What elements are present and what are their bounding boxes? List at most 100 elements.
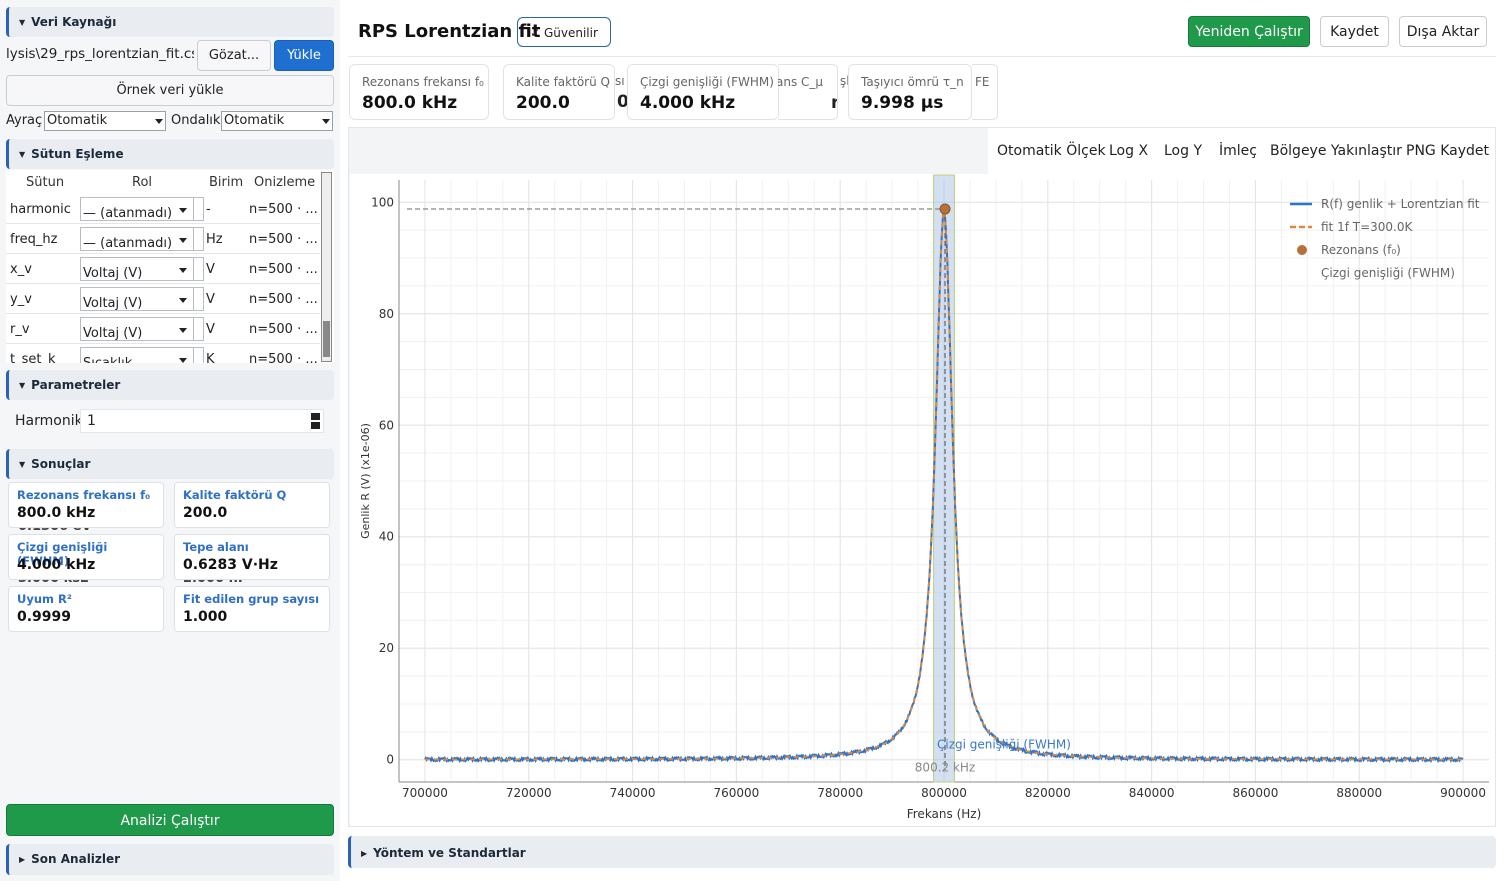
file-path-field[interactable]: lysis\29_rps_lorentzian_fit.csv — [6, 46, 194, 62]
mapping-unit[interactable]: Hz — [206, 232, 223, 247]
results-header[interactable]: ▼ Sonuçlar — [6, 449, 334, 479]
kpi-value: 4.000 kHz — [640, 93, 736, 113]
frequency-response-chart[interactable]: 700000 720000 740000 760000 780000 800000 8200… — [350, 174, 1495, 826]
result-card: Uyum R² 0.9999 — [8, 586, 164, 632]
x-tick-label: 820000 — [1025, 786, 1071, 800]
role-select[interactable]: — (atanmadı) — [80, 197, 204, 221]
mapping-column-name: x_v — [10, 262, 32, 277]
role-select[interactable]: Voltaj (V) — [80, 257, 204, 281]
kpi-value: 800.0 kHz — [362, 93, 458, 113]
autoscale-button[interactable]: Otomatik Ölçek — [997, 143, 1106, 159]
save-png-button[interactable]: PNG Kaydet — [1406, 143, 1490, 159]
result-value: 0.6283 V·Hz — [183, 557, 278, 573]
recent-analyses-header[interactable]: ▶ Son Analizler — [6, 844, 334, 875]
table-scrollbar[interactable] — [321, 172, 332, 362]
load-button[interactable]: Yükle — [274, 40, 334, 71]
save-button[interactable]: Kaydet — [1320, 16, 1389, 47]
plot-area-bg — [350, 174, 1495, 826]
role-select[interactable]: Sıcaklık — [80, 347, 204, 363]
parameters-header[interactable]: ▼ Parametreler — [6, 370, 334, 400]
role-select[interactable]: Voltaj (V) — [80, 287, 204, 311]
log-x-button[interactable]: Log X — [1109, 143, 1149, 159]
kpi-value: 200.0 — [516, 93, 570, 113]
mapping-unit[interactable]: V — [206, 292, 215, 307]
export-button[interactable]: Dışa Aktar — [1399, 16, 1487, 47]
data-source-title: Veri Kaynağı — [31, 15, 117, 29]
x-tick-label: 900000 — [1440, 786, 1486, 800]
kpi-fragment: FE — [975, 75, 990, 89]
mapping-preview: n=500 · ... — [249, 292, 318, 307]
result-card: Fit edilen grup sayısı 1.000 — [174, 586, 330, 632]
resonance-marker — [939, 203, 951, 215]
y-axis-label: Genlik R (V) (x1e-06) — [359, 423, 372, 539]
role-spinner[interactable] — [193, 318, 203, 340]
role-spinner[interactable] — [193, 348, 203, 363]
role-spinner[interactable] — [193, 288, 203, 310]
parameters-title: Parametreler — [31, 378, 121, 392]
result-label: Fit edilen grup sayısı — [183, 592, 320, 606]
column-mapping-header[interactable]: ▼ Sütun Eşleme — [6, 139, 334, 169]
zoom-region-button[interactable]: Bölgeye Yakınlaştır — [1270, 143, 1402, 159]
method-standards-title: Yöntem ve Standartlar — [373, 846, 526, 860]
browse-button[interactable]: Gözat... — [197, 40, 271, 71]
results-title: Sonuçlar — [31, 457, 91, 471]
recent-analyses-title: Son Analizler — [31, 852, 121, 866]
mapping-row: t_set_k Sıcaklık Kn=500 · ... — [6, 344, 320, 363]
role-spinner[interactable] — [193, 258, 203, 280]
result-card: Rezonans frekansı f₀ 800.0 kHz — [8, 482, 164, 528]
harmonic-spinbox[interactable]: 1 — [80, 409, 324, 433]
result-value: 800.0 kHz — [17, 505, 96, 521]
column-mapping-table: Sütun Rol Birim Onizleme harmonic — (atan… — [6, 170, 334, 363]
method-standards-header[interactable]: ▶ Yöntem ve Standartlar — [348, 836, 1496, 868]
chevron-down-icon — [179, 268, 187, 273]
mapping-preview: n=500 · ... — [249, 262, 318, 277]
kpi-fragment: ans C_µ — [778, 75, 824, 89]
decimal-select[interactable]: Otomatik — [221, 111, 333, 131]
data-source-header[interactable]: ▼ Veri Kaynağı — [6, 7, 334, 37]
separator-select[interactable]: Otomatik — [44, 111, 166, 131]
col-header-role: Rol — [132, 175, 153, 190]
x-axis-label: Frekans (Hz) — [907, 807, 982, 821]
role-spinner[interactable] — [193, 198, 203, 220]
mapping-unit[interactable]: K — [206, 352, 215, 363]
kpi-linewidth: Çizgi genişliği (FWHM) 4.000 kHz — [627, 64, 779, 120]
spin-down-icon[interactable] — [311, 422, 320, 429]
x-tick-label: 880000 — [1336, 786, 1382, 800]
role-select[interactable]: — (atanmadı) — [80, 227, 204, 251]
result-value: 4.000 kHz — [17, 557, 96, 573]
col-header-preview: Onizleme — [254, 175, 316, 190]
fit-series-line — [425, 210, 1463, 761]
cursor-button[interactable]: İmleç — [1219, 143, 1257, 159]
plot-toolbar — [988, 128, 1495, 174]
fwhm-band — [933, 174, 955, 783]
role-select[interactable]: Voltaj (V) — [80, 317, 204, 341]
mapping-unit[interactable]: V — [206, 322, 215, 337]
y-tick-label: 100 — [371, 195, 394, 209]
kpi-label: Taşıyıcı ömrü τ_n — [861, 75, 964, 89]
column-mapping-title: Sütun Eşleme — [31, 147, 124, 161]
mapping-column-name: y_v — [10, 292, 32, 307]
role-value: — (atanmadı) — [83, 236, 173, 251]
x-tick-label: 800000 — [921, 786, 967, 800]
result-label: Tepe alanı — [183, 540, 249, 554]
rerun-button[interactable]: Yeniden Çalıştır — [1188, 16, 1310, 47]
mapping-unit[interactable]: - — [206, 202, 211, 217]
page-title: RPS Lorentzian fit — [358, 21, 541, 42]
kpi-capacitance-partial: ans C_µ n — [778, 64, 838, 120]
mapping-preview: n=500 · ... — [249, 202, 318, 217]
chevron-down-icon — [179, 208, 187, 213]
spin-up-icon[interactable] — [311, 413, 320, 420]
x-tick-label: 720000 — [506, 786, 552, 800]
log-y-button[interactable]: Log Y — [1164, 143, 1203, 159]
x-tick-label: 760000 — [713, 786, 759, 800]
kpi-fragment: şl — [840, 74, 850, 88]
separator-value: Otomatik — [47, 113, 108, 128]
mapping-unit[interactable]: V — [206, 262, 215, 277]
kpi-fragment: sı — [615, 74, 625, 88]
role-spinner[interactable] — [193, 228, 203, 250]
result-label: Uyum R² — [17, 592, 72, 606]
sample-data-button[interactable]: Örnek veri yükle — [6, 75, 334, 106]
run-analysis-button[interactable]: Analizi Çalıştır — [6, 804, 334, 836]
decimal-value: Otomatik — [224, 113, 285, 128]
